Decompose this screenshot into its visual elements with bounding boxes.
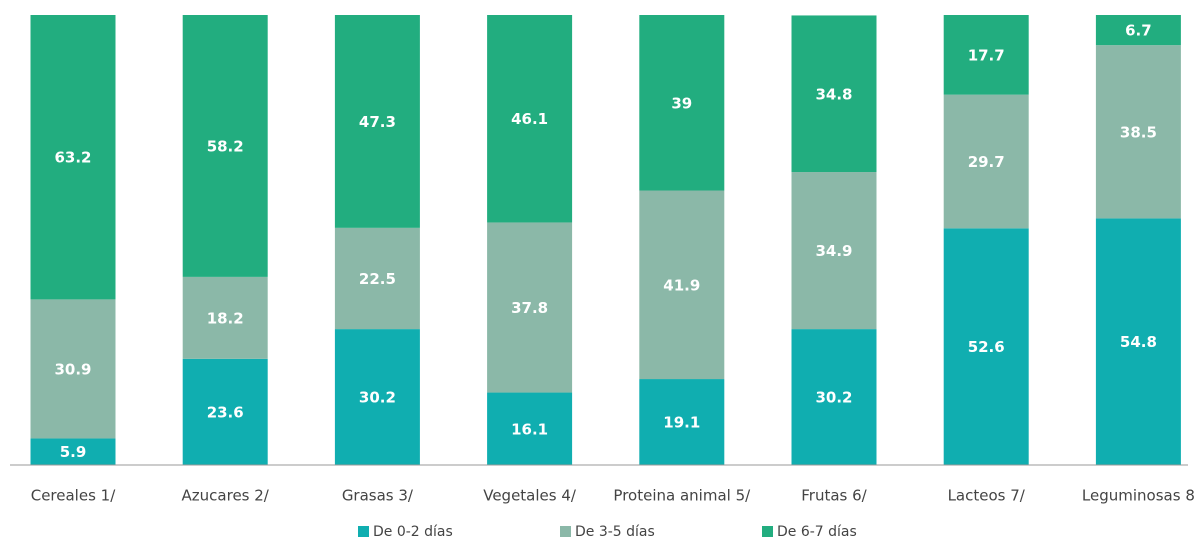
value-label: 17.7 xyxy=(968,46,1005,64)
bar-segment xyxy=(791,329,877,465)
value-label: 29.7 xyxy=(968,153,1005,171)
value-label: 39 xyxy=(671,94,692,112)
value-label: 34.8 xyxy=(815,85,852,103)
bar-segment xyxy=(182,15,268,277)
bar-segment xyxy=(487,222,573,393)
value-label: 47.3 xyxy=(359,113,396,131)
value-label: 5.9 xyxy=(60,443,87,461)
value-label: 58.2 xyxy=(207,137,244,155)
bar-segment xyxy=(30,15,116,300)
value-label: 34.9 xyxy=(815,242,852,260)
value-label: 38.5 xyxy=(1120,123,1157,141)
bar-segment xyxy=(791,15,877,173)
bar-segment xyxy=(639,190,725,380)
bar-segment xyxy=(334,15,420,228)
x-tick-label: Leguminosas 8 xyxy=(1082,487,1195,505)
value-label: 37.8 xyxy=(511,299,548,317)
value-label: 30.9 xyxy=(54,360,91,378)
bar-segment xyxy=(791,172,877,330)
bar-segment xyxy=(639,15,725,191)
legend-swatch xyxy=(762,526,773,537)
bar-segment xyxy=(182,358,268,465)
bar-segment xyxy=(30,299,116,439)
value-label: 22.5 xyxy=(359,270,396,288)
bar-segment xyxy=(334,227,420,330)
bar-segment xyxy=(30,438,116,465)
value-label: 23.6 xyxy=(207,403,244,421)
x-tick-label: Azucares 2/ xyxy=(182,487,270,505)
legend-label: De 0-2 días xyxy=(373,524,453,538)
value-label: 41.9 xyxy=(663,276,700,294)
value-label: 63.2 xyxy=(54,149,91,167)
legend-swatch xyxy=(560,526,571,537)
x-tick-label: Grasas 3/ xyxy=(342,487,414,505)
value-label: 30.2 xyxy=(815,389,852,407)
x-tick-label: Lacteos 7/ xyxy=(948,487,1026,505)
value-label: 6.7 xyxy=(1125,22,1152,40)
bar-segment xyxy=(1095,45,1181,219)
value-label: 19.1 xyxy=(663,414,700,432)
bar-segment xyxy=(943,94,1029,229)
x-tick-label: Proteina animal 5/ xyxy=(613,487,751,505)
legend-label: De 6-7 días xyxy=(777,524,857,538)
legend-label: De 3-5 días xyxy=(575,524,655,538)
value-label: 30.2 xyxy=(359,389,396,407)
x-tick-label: Frutas 6/ xyxy=(801,487,867,505)
x-tick-label: Cereales 1/ xyxy=(31,487,116,505)
value-label: 16.1 xyxy=(511,420,548,438)
bar-segment xyxy=(639,379,725,465)
legend-swatch xyxy=(358,526,369,537)
value-label: 46.1 xyxy=(511,110,548,128)
value-label: 52.6 xyxy=(968,338,1005,356)
bar-segment xyxy=(487,15,573,223)
x-tick-label: Vegetales 4/ xyxy=(483,487,577,505)
value-label: 54.8 xyxy=(1120,333,1157,351)
bar-segment xyxy=(1095,15,1181,46)
bar-segment xyxy=(182,276,268,359)
bar-segment xyxy=(943,15,1029,95)
bar-segment xyxy=(487,392,573,465)
bar-segment xyxy=(1095,218,1181,465)
value-label: 18.2 xyxy=(207,309,244,327)
bar-segment xyxy=(334,329,420,465)
bar-segment xyxy=(943,228,1029,465)
